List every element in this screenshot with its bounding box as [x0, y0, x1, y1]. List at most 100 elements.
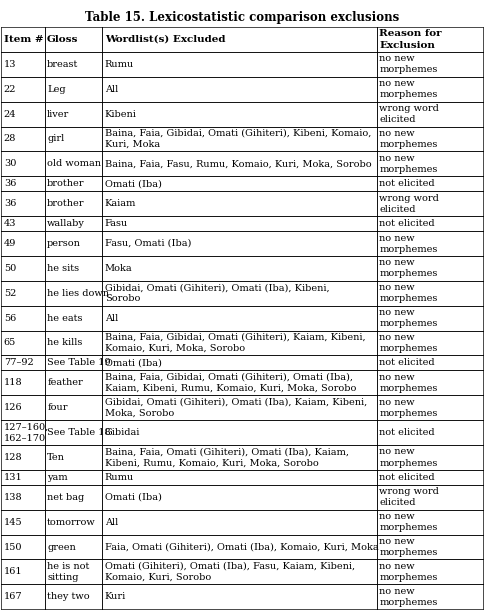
Bar — [377, 330, 483, 356]
Bar — [377, 27, 483, 52]
Text: 138: 138 — [4, 493, 22, 502]
Text: 128: 128 — [4, 453, 22, 462]
Text: 161: 161 — [4, 567, 22, 577]
Text: 24: 24 — [4, 109, 16, 119]
Bar — [103, 445, 377, 470]
Bar — [1, 216, 45, 231]
Bar — [45, 126, 103, 152]
Bar — [1, 420, 45, 445]
Text: Fasu: Fasu — [105, 219, 128, 228]
Bar — [45, 510, 103, 535]
Bar — [45, 585, 103, 609]
Text: Omati (Iba): Omati (Iba) — [105, 493, 162, 502]
Bar — [45, 420, 103, 445]
Bar — [45, 176, 103, 191]
Bar — [377, 52, 483, 77]
Bar — [103, 27, 377, 52]
Bar — [45, 306, 103, 330]
Bar — [1, 485, 45, 510]
Bar — [103, 535, 377, 559]
Text: brother: brother — [47, 199, 85, 208]
Text: no new
morphemes: no new morphemes — [379, 562, 438, 582]
Text: Gibidai, Omati (Gihiteri), Omati (Iba), Kaiam, Kibeni,
Moka, Sorobo: Gibidai, Omati (Gihiteri), Omati (Iba), … — [105, 398, 367, 418]
Text: old woman: old woman — [47, 159, 101, 168]
Bar — [45, 370, 103, 395]
Bar — [1, 395, 45, 420]
Bar — [377, 395, 483, 420]
Text: no new
morphemes: no new morphemes — [379, 448, 438, 467]
Text: no new
morphemes: no new morphemes — [379, 233, 438, 254]
Bar — [377, 445, 483, 470]
Bar — [377, 559, 483, 585]
Text: he lies down: he lies down — [47, 289, 109, 298]
Text: he is not
sitting: he is not sitting — [47, 562, 90, 582]
Text: four: four — [47, 403, 68, 412]
Text: tomorrow: tomorrow — [47, 518, 96, 527]
Bar — [1, 330, 45, 356]
Text: person: person — [47, 239, 81, 248]
Text: Kaiam: Kaiam — [105, 199, 136, 208]
Bar — [1, 256, 45, 281]
Text: liver: liver — [47, 109, 69, 119]
Bar — [45, 330, 103, 356]
Text: he kills: he kills — [47, 338, 82, 348]
Bar — [377, 485, 483, 510]
Text: Baina, Faia, Omati (Gihiteri), Omati (Iba), Kaiam,
Kibeni, Rumu, Komaio, Kuri, M: Baina, Faia, Omati (Gihiteri), Omati (Ib… — [105, 448, 349, 467]
Text: not elicited: not elicited — [379, 473, 435, 482]
Bar — [103, 370, 377, 395]
Bar — [103, 470, 377, 485]
Text: 118: 118 — [4, 378, 22, 387]
Text: Ten: Ten — [47, 453, 65, 462]
Text: 167: 167 — [4, 593, 22, 601]
Bar — [377, 231, 483, 256]
Bar — [103, 420, 377, 445]
Bar — [377, 126, 483, 152]
Text: 131: 131 — [4, 473, 23, 482]
Text: no new
morphemes: no new morphemes — [379, 398, 438, 418]
Text: no new
morphemes: no new morphemes — [379, 308, 438, 328]
Bar — [377, 152, 483, 176]
Text: 56: 56 — [4, 314, 16, 322]
Text: wrong word
elicited: wrong word elicited — [379, 488, 439, 507]
Bar — [103, 191, 377, 216]
Text: wallaby: wallaby — [47, 219, 85, 228]
Bar — [1, 306, 45, 330]
Text: 127–160,
162–170: 127–160, 162–170 — [4, 422, 49, 443]
Bar — [1, 102, 45, 126]
Bar — [45, 470, 103, 485]
Text: See Table 19: See Table 19 — [47, 359, 111, 367]
Text: Item #: Item # — [4, 35, 44, 44]
Bar — [1, 176, 45, 191]
Bar — [103, 356, 377, 370]
Bar — [45, 216, 103, 231]
Bar — [1, 535, 45, 559]
Text: Fasu, Omati (Iba): Fasu, Omati (Iba) — [105, 239, 191, 248]
Text: 126: 126 — [4, 403, 22, 412]
Bar — [1, 445, 45, 470]
Bar — [45, 395, 103, 420]
Text: All: All — [105, 518, 118, 527]
Text: 36: 36 — [4, 199, 16, 208]
Bar — [1, 27, 45, 52]
Bar — [1, 356, 45, 370]
Text: 65: 65 — [4, 338, 16, 348]
Bar — [1, 559, 45, 585]
Bar — [1, 370, 45, 395]
Text: 28: 28 — [4, 134, 16, 144]
Bar — [103, 152, 377, 176]
Bar — [103, 330, 377, 356]
Bar — [377, 470, 483, 485]
Text: wrong word
elicited: wrong word elicited — [379, 193, 439, 214]
Bar — [45, 152, 103, 176]
Text: 43: 43 — [4, 219, 16, 228]
Bar — [1, 77, 45, 102]
Bar — [377, 176, 483, 191]
Text: no new
morphemes: no new morphemes — [379, 129, 438, 149]
Bar — [45, 231, 103, 256]
Text: 150: 150 — [4, 543, 22, 551]
Text: they two: they two — [47, 593, 90, 601]
Text: Baina, Faia, Fasu, Rumu, Komaio, Kuri, Moka, Sorobo: Baina, Faia, Fasu, Rumu, Komaio, Kuri, M… — [105, 159, 372, 168]
Bar — [377, 306, 483, 330]
Text: not elicited: not elicited — [379, 179, 435, 188]
Bar — [103, 77, 377, 102]
